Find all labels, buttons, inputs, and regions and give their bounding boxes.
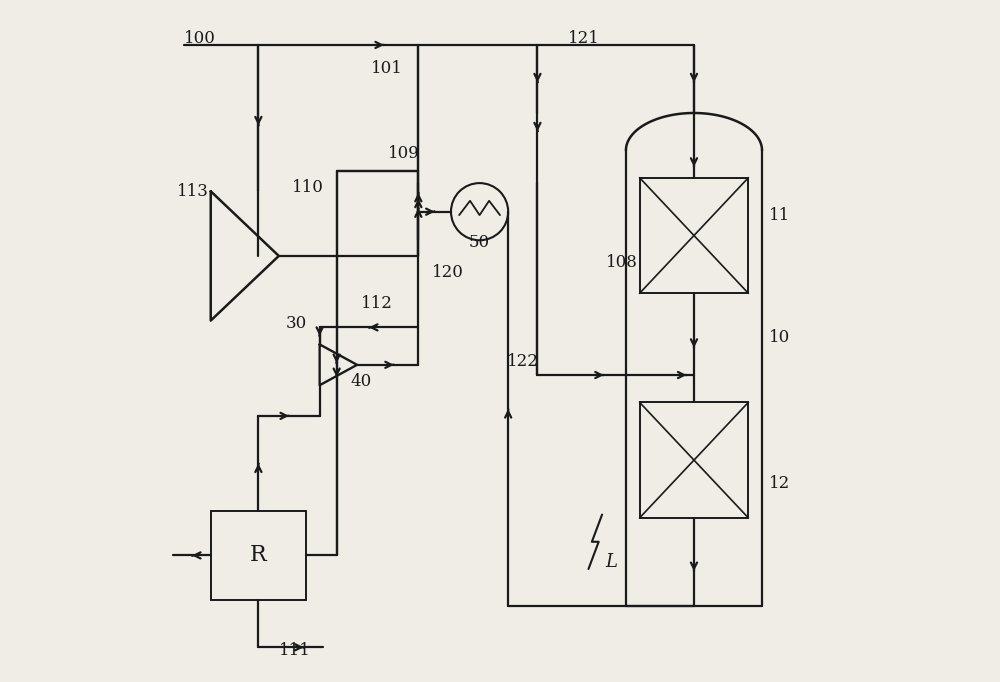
Bar	[640, 177, 748, 293]
Bar	[640, 402, 748, 518]
Text: 120: 120	[432, 265, 464, 282]
Text: 40: 40	[350, 373, 372, 390]
Text: 30: 30	[286, 316, 307, 333]
Text: 100: 100	[184, 29, 215, 46]
Text: 111: 111	[279, 642, 311, 659]
Text: 121: 121	[568, 29, 600, 46]
Text: 101: 101	[371, 60, 403, 77]
Text: 50: 50	[469, 234, 490, 251]
Bar	[211, 511, 306, 599]
Text: 109: 109	[388, 145, 419, 162]
Text: 110: 110	[292, 179, 324, 196]
Text: 108: 108	[605, 254, 637, 271]
Text: 12: 12	[769, 475, 790, 492]
Text: 122: 122	[507, 353, 539, 370]
Text: 113: 113	[177, 183, 209, 200]
Text: 11: 11	[769, 207, 790, 224]
Text: L: L	[605, 553, 617, 572]
Text: R: R	[250, 544, 267, 566]
Text: 10: 10	[769, 329, 790, 346]
Text: 112: 112	[360, 295, 392, 312]
